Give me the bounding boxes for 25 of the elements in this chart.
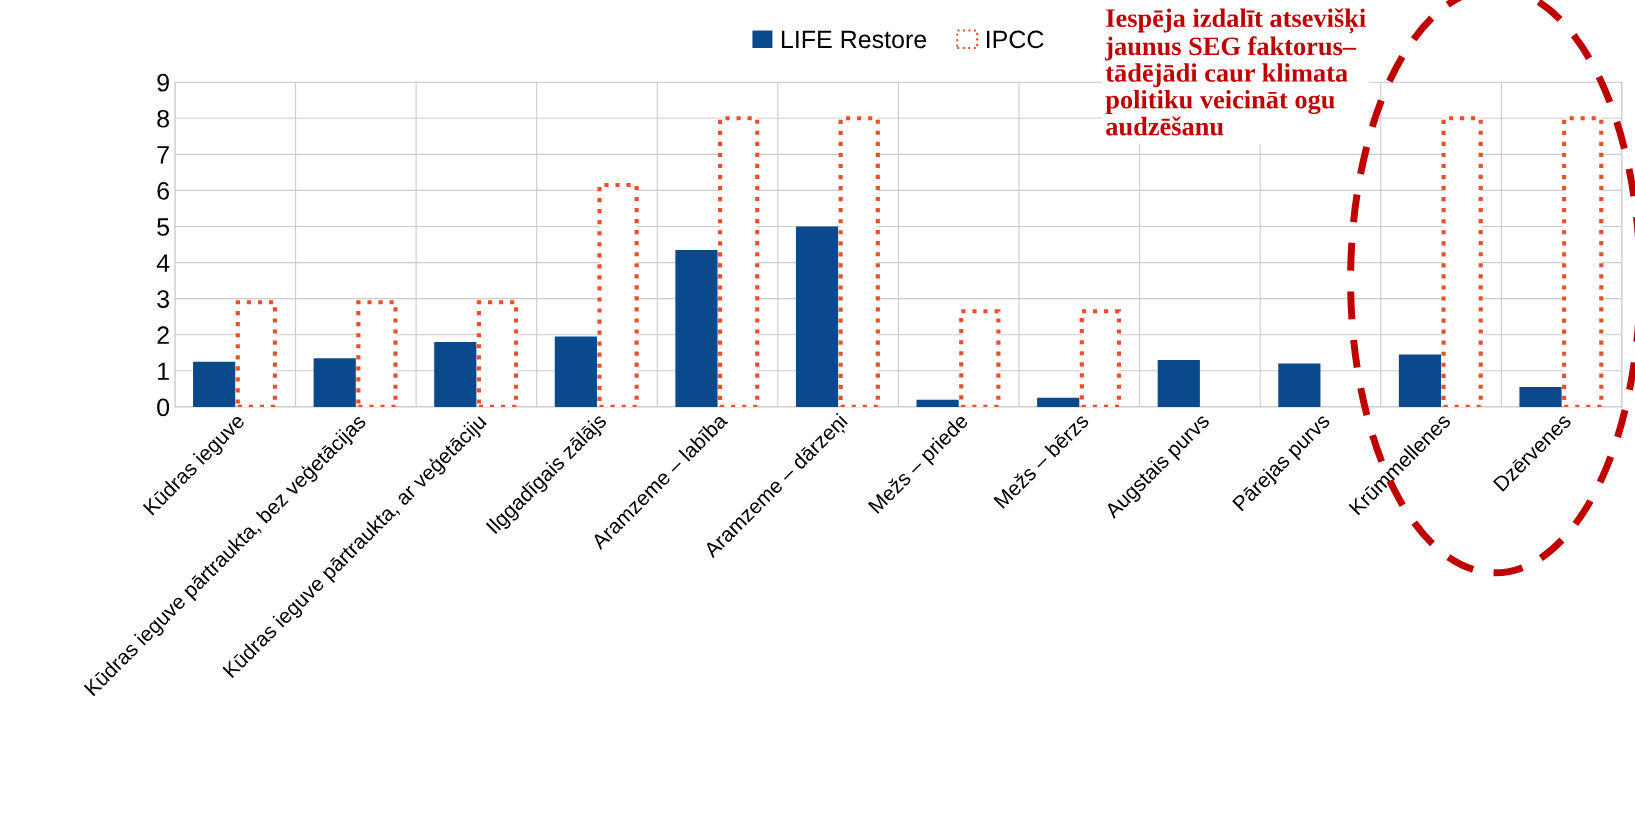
bar xyxy=(313,358,356,407)
bar xyxy=(1519,387,1562,407)
y-tick-label: 1 xyxy=(158,362,169,380)
y-tick-label: 0 xyxy=(157,398,170,417)
bar xyxy=(434,341,477,407)
bar xyxy=(1037,397,1080,407)
bar xyxy=(1157,359,1200,407)
y-tick-label: 9 xyxy=(157,73,169,92)
bar xyxy=(1278,363,1321,407)
legend-label: LIFE Restore xyxy=(781,30,927,49)
bar xyxy=(193,361,236,407)
y-tick-label: 3 xyxy=(157,290,169,308)
y-tick-label: 5 xyxy=(157,218,170,236)
y-tick-label: 4 xyxy=(156,254,170,272)
bar xyxy=(554,336,597,407)
legend-label: IPCC xyxy=(987,30,1044,49)
annotation: Iespēja izdalīt atsevišķi jaunus SEG faktorus– tādējādi caur klimata politiku veicināt ogu audzēšanu xyxy=(1105,8,1366,136)
y-tick-label: 6 xyxy=(157,182,169,200)
y-tick-label: 7 xyxy=(157,146,169,164)
y-tick-label: 2 xyxy=(157,326,169,344)
y-tick-label: 8 xyxy=(157,109,169,128)
bar xyxy=(795,226,839,407)
bar xyxy=(1398,354,1442,407)
bar xyxy=(675,249,718,407)
bar xyxy=(916,399,959,407)
